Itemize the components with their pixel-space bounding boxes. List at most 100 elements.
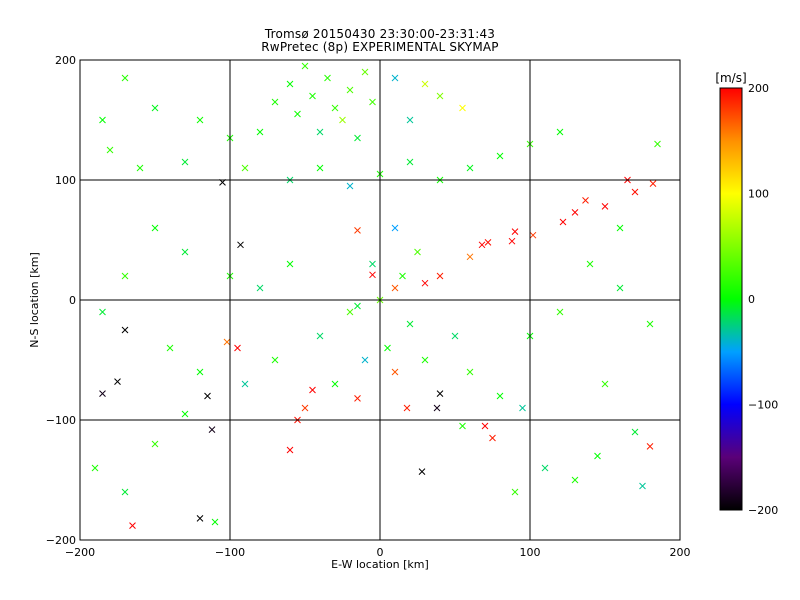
data-point	[466, 368, 474, 376]
x-axis-label: E-W location [km]	[331, 558, 429, 571]
data-point	[559, 218, 567, 226]
data-point	[121, 74, 129, 82]
data-point	[466, 253, 474, 261]
data-point	[114, 378, 121, 385]
data-point	[406, 116, 414, 124]
data-point	[121, 272, 129, 280]
data-point	[309, 92, 316, 100]
data-point	[496, 152, 504, 160]
data-point	[436, 390, 444, 397]
data-point	[121, 488, 129, 496]
data-point	[399, 272, 406, 280]
data-point	[196, 368, 204, 376]
y-axis-ticks: −200 −100 0 100 200	[46, 54, 76, 547]
data-point	[571, 209, 579, 216]
data-point	[571, 476, 579, 484]
colorbar-label: [m/s]	[715, 71, 746, 85]
data-point	[511, 228, 519, 235]
y-tick-label: 0	[69, 294, 76, 307]
data-point	[631, 428, 639, 436]
data-point	[181, 248, 189, 256]
data-point	[496, 392, 504, 400]
data-point	[346, 86, 354, 94]
data-point	[309, 386, 316, 394]
data-point	[369, 260, 376, 268]
data-point	[384, 344, 391, 352]
data-point	[421, 356, 429, 364]
data-point	[331, 104, 339, 112]
data-point	[433, 404, 441, 412]
data-point	[646, 443, 654, 450]
colorbar-tick-label: 100	[748, 188, 769, 201]
data-point	[481, 422, 489, 430]
data-point	[256, 284, 264, 292]
data-point	[391, 74, 399, 82]
data-point	[421, 80, 429, 88]
data-point	[459, 422, 466, 430]
data-point	[639, 482, 646, 490]
data-point	[556, 308, 564, 316]
grid-lines	[80, 60, 680, 540]
data-point	[421, 279, 429, 287]
colorbar: [m/s] 200 100 0 −100 −200	[715, 71, 778, 517]
data-point	[541, 464, 549, 472]
data-point	[631, 188, 639, 196]
data-point	[346, 308, 354, 316]
data-point	[391, 368, 399, 376]
y-tick-label: −100	[46, 414, 76, 427]
data-point	[354, 302, 361, 310]
data-point	[271, 98, 279, 106]
data-point	[414, 248, 421, 256]
data-point	[181, 410, 189, 418]
colorbar-gradient	[719, 87, 743, 511]
chart-title: Tromsø 20150430 23:30:00-23:31:43	[264, 27, 496, 41]
data-point	[241, 164, 249, 172]
data-point	[391, 224, 399, 232]
data-point	[529, 231, 537, 239]
data-point	[294, 110, 301, 118]
data-point	[354, 227, 361, 234]
data-point	[286, 260, 294, 268]
data-point	[582, 197, 589, 204]
x-tick-label: −200	[65, 546, 95, 559]
data-point	[508, 237, 516, 245]
data-point	[256, 128, 264, 136]
data-point	[204, 392, 211, 400]
data-point	[586, 260, 594, 268]
data-point	[451, 332, 459, 340]
data-point	[129, 522, 136, 529]
data-point	[601, 380, 609, 388]
data-point	[466, 164, 474, 172]
data-point	[208, 426, 216, 433]
x-tick-label: −100	[215, 546, 245, 559]
data-point	[369, 271, 376, 279]
data-point	[361, 68, 369, 76]
data-point	[616, 284, 624, 292]
y-tick-label: −200	[46, 534, 76, 547]
data-point	[301, 404, 309, 412]
data-point	[136, 164, 144, 172]
data-point	[346, 182, 354, 190]
data-point	[354, 395, 361, 402]
data-point	[436, 92, 444, 100]
chart-subtitle: RwPretec (8p) EXPERIMENTAL SKYMAP	[261, 40, 499, 54]
data-point	[418, 468, 426, 475]
data-point	[106, 146, 114, 154]
data-point	[361, 356, 369, 364]
data-point	[301, 62, 309, 70]
data-point	[223, 338, 231, 346]
data-point	[489, 434, 496, 442]
scatter-points	[91, 62, 661, 529]
data-point	[324, 74, 331, 82]
data-point	[403, 404, 411, 412]
y-tick-label: 100	[55, 174, 76, 187]
data-point	[519, 404, 526, 412]
data-point	[99, 308, 106, 316]
data-point	[391, 284, 399, 292]
data-point	[166, 344, 174, 352]
data-point	[151, 224, 159, 232]
data-point	[406, 158, 414, 166]
data-point	[601, 203, 609, 210]
colorbar-tick-label: −200	[748, 504, 778, 517]
